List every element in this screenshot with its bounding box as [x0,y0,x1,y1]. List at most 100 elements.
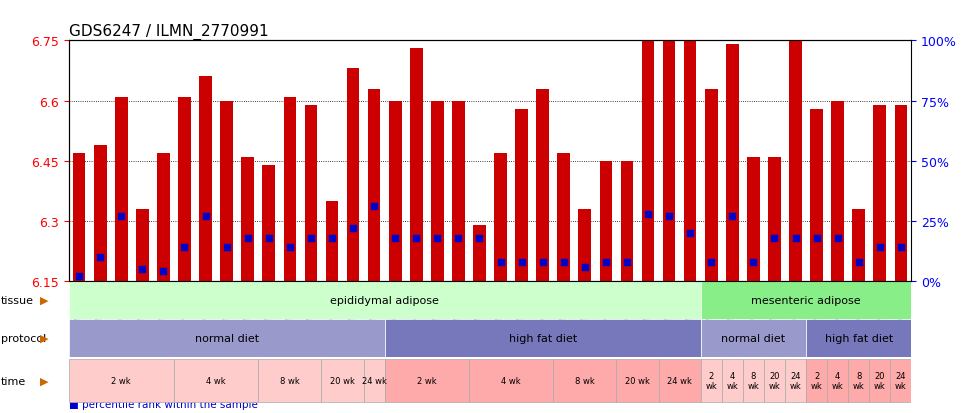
Text: 24 wk: 24 wk [667,376,692,385]
Point [114,213,129,220]
Text: high fat diet: high fat diet [509,333,577,343]
Point [830,235,846,242]
Text: GDS6247 / ILMN_2770991: GDS6247 / ILMN_2770991 [69,24,269,40]
FancyBboxPatch shape [701,359,722,402]
Text: 2 wk: 2 wk [416,376,437,385]
FancyBboxPatch shape [554,359,616,402]
Text: 24 wk: 24 wk [362,376,386,385]
Bar [136,209,149,281]
Point [367,204,382,210]
FancyBboxPatch shape [469,359,554,402]
FancyBboxPatch shape [259,359,321,402]
Bar [662,41,675,281]
Text: tissue: tissue [1,295,34,305]
Text: normal diet: normal diet [721,333,785,343]
Point [429,235,445,242]
Point [619,259,635,266]
FancyBboxPatch shape [69,281,701,319]
Bar [642,41,655,281]
Point [682,230,698,237]
Text: 2
wk: 2 wk [706,371,717,390]
FancyBboxPatch shape [701,319,807,357]
Bar [558,153,570,281]
Bar [94,145,107,281]
Text: 20 wk: 20 wk [330,376,355,385]
Bar [853,209,865,281]
FancyBboxPatch shape [616,359,659,402]
Point [577,263,593,270]
Point [219,244,234,251]
FancyBboxPatch shape [807,359,827,402]
Point [198,213,214,220]
Text: 4 wk: 4 wk [501,376,521,385]
Point [156,268,171,275]
Point [872,244,888,251]
Bar [578,209,591,281]
Point [240,235,256,242]
Point [788,235,804,242]
Point [556,259,571,266]
FancyBboxPatch shape [722,359,743,402]
Bar [747,157,760,281]
Point [746,259,761,266]
FancyBboxPatch shape [785,359,807,402]
Point [724,213,740,220]
FancyBboxPatch shape [385,359,469,402]
Bar [705,89,717,281]
Text: 2 wk: 2 wk [112,376,131,385]
Text: 24
wk: 24 wk [790,371,802,390]
FancyBboxPatch shape [827,359,849,402]
Point [134,266,150,273]
FancyBboxPatch shape [385,319,701,357]
Text: ▶: ▶ [40,295,48,305]
Bar [684,0,697,281]
Point [662,213,677,220]
Point [72,273,87,280]
Bar [452,101,465,281]
Text: protocol: protocol [1,333,46,343]
Text: 24
wk: 24 wk [895,371,906,390]
Bar [325,201,338,281]
Bar [768,157,781,281]
Text: 4 wk: 4 wk [206,376,226,385]
Bar [895,105,907,281]
FancyBboxPatch shape [659,359,701,402]
Text: 8
wk: 8 wk [748,371,760,390]
FancyBboxPatch shape [764,359,785,402]
Bar [368,89,380,281]
FancyBboxPatch shape [321,359,364,402]
Text: 20 wk: 20 wk [625,376,650,385]
FancyBboxPatch shape [891,359,911,402]
Point [493,259,509,266]
Point [514,259,529,266]
Text: 4
wk: 4 wk [832,371,844,390]
Text: ▶: ▶ [40,376,48,386]
Bar [220,101,233,281]
Bar [620,161,633,281]
Bar [157,153,170,281]
Bar [726,45,739,281]
Point [598,259,613,266]
Text: high fat diet: high fat diet [824,333,893,343]
FancyBboxPatch shape [174,359,259,402]
Point [261,235,276,242]
FancyBboxPatch shape [869,359,891,402]
Text: 8 wk: 8 wk [575,376,595,385]
Point [851,259,866,266]
Point [704,259,719,266]
Bar [873,105,886,281]
Point [92,254,108,261]
Text: 4
wk: 4 wk [726,371,738,390]
Bar [283,97,296,281]
Bar [536,89,549,281]
Text: normal diet: normal diet [195,333,259,343]
FancyBboxPatch shape [364,359,385,402]
Bar [73,153,85,281]
FancyBboxPatch shape [849,359,869,402]
Bar [389,101,402,281]
Text: ■ percentile rank within the sample: ■ percentile rank within the sample [69,399,258,408]
Point [893,244,908,251]
FancyBboxPatch shape [807,319,911,357]
Text: 2
wk: 2 wk [810,371,822,390]
Point [282,244,298,251]
